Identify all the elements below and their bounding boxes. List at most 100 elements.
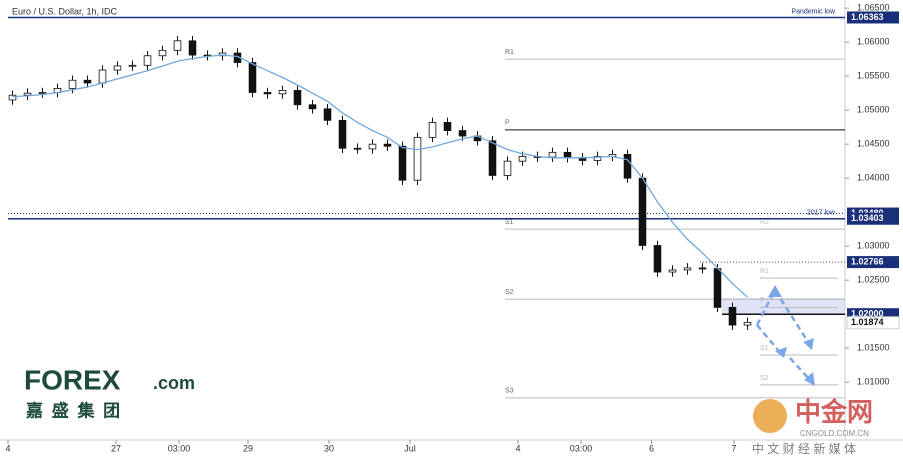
- resistance-zone: [722, 298, 845, 315]
- price-tag-label: 1.06363: [851, 12, 884, 22]
- candle-body: [443, 122, 452, 131]
- arrow-head: [804, 372, 815, 386]
- x-tick-label: 4: [5, 443, 10, 453]
- candle-body: [743, 321, 752, 326]
- pivot-label: S1: [760, 345, 769, 352]
- candle-body: [728, 306, 737, 326]
- candle-body: [488, 140, 497, 176]
- price-tag: [847, 256, 899, 269]
- price-tag: [846, 316, 900, 330]
- pivot-label: P: [760, 297, 765, 304]
- watermark-icon: [753, 399, 787, 433]
- candle-body: [83, 79, 92, 84]
- watermark-site: CNGOLD.COM.CN: [800, 429, 869, 438]
- candle-body: [413, 136, 422, 181]
- candle-body: [218, 52, 227, 57]
- pivot-label: S2: [505, 289, 514, 296]
- candle-body: [683, 267, 692, 271]
- y-tick-label: 1.05500: [857, 71, 890, 81]
- logo-suffix: .com: [153, 373, 195, 393]
- watermark-text: 中金网: [795, 397, 873, 427]
- logo-text: FOREX: [24, 364, 121, 395]
- candle-body: [338, 119, 347, 149]
- arrow-head: [775, 347, 787, 358]
- price-tag: [847, 212, 899, 225]
- candle-body: [428, 122, 437, 138]
- candle-body: [38, 92, 47, 94]
- arrow-path: [789, 357, 811, 381]
- candle-body: [293, 90, 302, 106]
- y-tick-label: 1.06000: [857, 37, 890, 47]
- plot-area: R1 P S1 S2 S3 R2 R1 P S1 S2 Pandemic low 2017 low: [8, 8, 845, 399]
- price-tag-label: 1.02000: [851, 309, 884, 319]
- candle-body: [308, 104, 317, 110]
- candle-body: [23, 92, 32, 96]
- pivot-label: R1: [505, 49, 514, 56]
- y-tick-label: 1.03000: [857, 241, 890, 251]
- level-note: 2017 low: [807, 210, 836, 217]
- arrow-path: [756, 324, 779, 351]
- moving-average: [12, 54, 748, 298]
- arrow-head: [803, 338, 814, 350]
- candle-body: [668, 269, 677, 273]
- candle-body: [548, 151, 557, 158]
- y-tick-label: 1.04000: [857, 173, 890, 183]
- x-tick-label: 6: [649, 443, 654, 453]
- pivot-label: R2: [760, 219, 769, 226]
- candle-body: [113, 65, 122, 71]
- candle-body: [68, 79, 77, 89]
- candle-body: [713, 268, 722, 308]
- candle-body: [368, 143, 377, 150]
- y-tick-label: 1.04500: [857, 139, 890, 149]
- candle-body: [518, 156, 527, 162]
- candle-body: [503, 160, 512, 176]
- forex-logo: FOREX .com 嘉 盛 集 团: [24, 364, 195, 420]
- candle-body: [353, 147, 362, 150]
- x-tick-label: 03:00: [168, 443, 191, 453]
- y-tick-label: 1.01000: [857, 377, 890, 387]
- x-tick-label: 30: [324, 443, 334, 453]
- y-tick-label: 1.01500: [857, 343, 890, 353]
- candle-body: [638, 177, 647, 246]
- candle-body: [323, 108, 332, 121]
- candle-body: [623, 153, 632, 179]
- y-tick-label: 1.06500: [857, 3, 890, 13]
- y-tick-label: 1.02500: [857, 275, 890, 285]
- x-tick-label: 27: [111, 443, 121, 453]
- arrow-head: [768, 285, 782, 297]
- pivot-label: P: [505, 120, 510, 127]
- logo-subtitle: 嘉 盛 集 团: [25, 400, 122, 420]
- candle-body: [143, 55, 152, 66]
- candle-body: [653, 245, 662, 273]
- x-tick-label: Jul: [404, 443, 416, 453]
- watermark: 中金网 CNGOLD.COM.CN 中 文 财 经 新 媒 体: [752, 397, 873, 456]
- level-note: Pandemic low: [791, 8, 836, 15]
- price-tag-label: 1.03403: [851, 213, 884, 223]
- price-tag-label: 1.01874: [851, 317, 884, 327]
- candle-body: [98, 69, 107, 84]
- candle-body: [158, 49, 167, 57]
- candle-body: [248, 62, 257, 93]
- candle-body: [128, 64, 137, 67]
- candle-body: [278, 90, 287, 95]
- price-tag: [847, 11, 899, 24]
- arrow-path: [755, 287, 812, 346]
- projection-arrows: [755, 287, 812, 381]
- watermark-subtitle: 中 文 财 经 新 媒 体: [752, 441, 856, 456]
- candle-body: [383, 143, 392, 147]
- y-tick-label: 1.05000: [857, 105, 890, 115]
- candle-body: [263, 92, 272, 95]
- x-tick-label: 29: [243, 443, 253, 453]
- candle-body: [173, 40, 182, 51]
- pivot-label: S1: [505, 219, 514, 226]
- candle-body: [458, 130, 467, 137]
- price-tag-label: 1.02766: [851, 256, 884, 266]
- candle-body: [188, 40, 197, 56]
- pivot-label: S2: [760, 375, 769, 382]
- pivot-label: S3: [505, 388, 514, 395]
- candle-body: [593, 156, 602, 161]
- x-tick-label: 7: [731, 443, 736, 453]
- chart-title: Euro / U.S. Dollar, 1h, IDC: [12, 6, 118, 16]
